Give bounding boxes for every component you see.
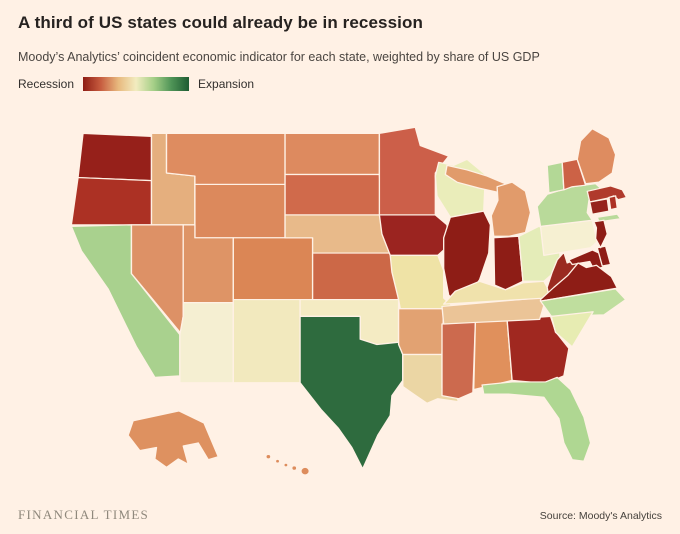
- state-washington: [77, 132, 153, 182]
- state-new-mexico: [232, 298, 301, 384]
- chart-subtitle: Moody’s Analytics’ coincident economic i…: [18, 50, 540, 64]
- color-scale-legend: Recession Expansion: [18, 77, 680, 91]
- state-arkansas: [397, 308, 445, 356]
- ft-brand-logo-text: FINANCIAL TIMES: [18, 507, 150, 522]
- state-indiana: [493, 235, 524, 291]
- state-vermont: [546, 161, 565, 194]
- state-colorado: [232, 237, 314, 301]
- state-hawaii-island-3: [283, 462, 289, 468]
- state-connecticut: [589, 198, 610, 215]
- chart-footer: FINANCIAL TIMES Source: Moody's Analytic…: [18, 507, 662, 523]
- legend-label-expansion: Expansion: [198, 77, 255, 91]
- chart-title: A third of US states could already be in…: [18, 13, 423, 32]
- legend-gradient-bar: [83, 77, 190, 91]
- source-credit: Source: Moody's Analytics: [539, 510, 662, 522]
- state-new-hampshire: [561, 158, 587, 191]
- state-hawaii-island-1: [265, 453, 272, 460]
- state-hawaii-island-5: [300, 466, 310, 476]
- state-iowa: [378, 214, 450, 256]
- state-kansas: [311, 252, 400, 301]
- state-delaware: [596, 245, 612, 267]
- state-texas: [299, 315, 404, 470]
- state-south-dakota: [284, 173, 383, 216]
- state-florida: [481, 376, 592, 462]
- legend-label-recession: Recession: [18, 77, 75, 91]
- state-maine: [576, 128, 617, 185]
- state-north-carolina: [539, 288, 627, 317]
- state-wyoming: [194, 183, 286, 239]
- us-map-svg: [70, 126, 628, 476]
- state-new-jersey: [593, 219, 608, 249]
- state-michigan-lower-peninsula: [490, 181, 532, 237]
- state-north-dakota: [284, 132, 381, 176]
- state-alaska: [127, 410, 219, 468]
- state-rhode-island: [608, 195, 618, 211]
- state-mississippi: [441, 321, 477, 400]
- chart-header: A third of US states could already be in…: [0, 0, 680, 64]
- state-arizona: [179, 302, 234, 384]
- state-hawaii-island-2: [274, 458, 281, 464]
- state-hawaii-island-4: [291, 465, 298, 471]
- us-choropleth-map: [58, 112, 634, 478]
- state-alabama: [473, 318, 513, 391]
- state-south-carolina: [550, 311, 594, 348]
- state-oregon: [70, 176, 153, 226]
